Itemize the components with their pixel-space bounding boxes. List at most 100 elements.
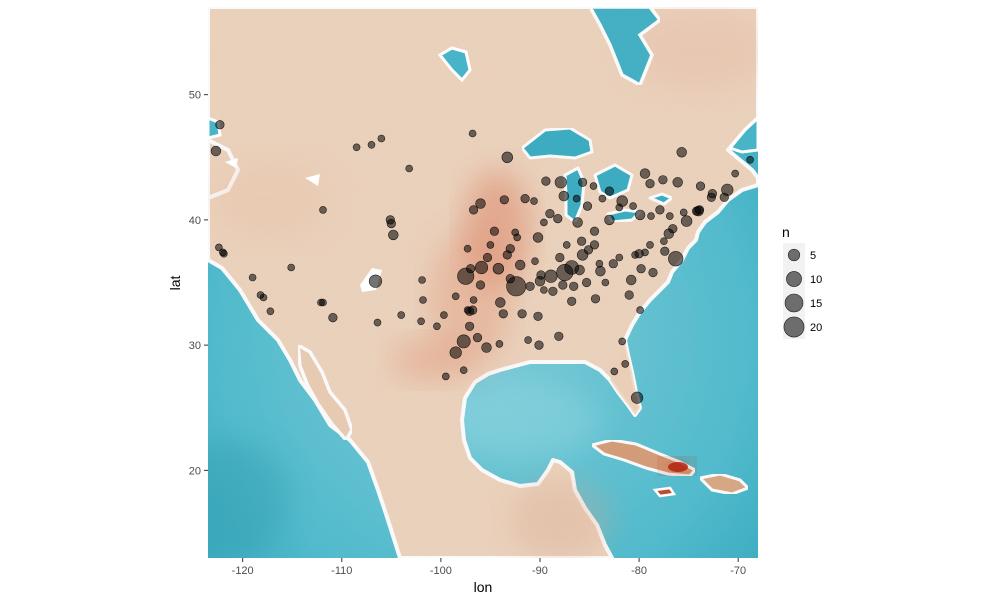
data-point <box>440 311 448 319</box>
data-point <box>676 147 687 158</box>
data-point <box>505 244 515 254</box>
data-point <box>645 179 655 189</box>
data-point <box>641 248 649 257</box>
data-point <box>287 263 296 272</box>
data-point <box>352 143 361 152</box>
watercolor-washes <box>210 10 758 558</box>
data-point <box>469 296 478 304</box>
data-point <box>456 334 471 349</box>
y-tick-label: 50 <box>189 90 201 102</box>
data-point <box>636 264 646 274</box>
data-point <box>647 212 655 220</box>
data-point <box>658 175 668 185</box>
x-tick-label: -70 <box>730 565 746 577</box>
legend-key-circle <box>784 293 804 313</box>
data-point <box>731 169 740 178</box>
x-axis-title: lon <box>474 579 493 595</box>
data-point <box>481 342 492 353</box>
data-point <box>536 270 546 280</box>
data-point <box>459 366 468 375</box>
data-point <box>624 290 634 300</box>
data-point <box>524 336 532 344</box>
data-point <box>501 151 513 164</box>
data-point <box>388 229 399 241</box>
data-point <box>492 263 505 275</box>
data-point <box>553 214 563 224</box>
data-point <box>660 237 668 245</box>
data-point <box>520 194 530 204</box>
data-point <box>665 212 674 220</box>
data-point <box>577 177 588 187</box>
x-tick-label: -120 <box>232 565 254 577</box>
data-point <box>419 296 427 304</box>
data-point <box>486 241 495 249</box>
data-point <box>266 307 275 316</box>
data-point <box>636 306 644 314</box>
y-tick-label: 30 <box>189 340 201 352</box>
data-point <box>397 311 406 319</box>
data-point <box>574 264 585 276</box>
data-point <box>589 182 598 190</box>
data-point <box>417 317 425 326</box>
data-point <box>639 168 651 179</box>
data-point <box>598 194 607 203</box>
data-point <box>562 241 571 249</box>
data-point <box>589 226 600 236</box>
legend-key-label: 15 <box>810 298 822 310</box>
data-point <box>514 259 526 271</box>
data-point <box>215 120 225 130</box>
data-point <box>625 274 637 286</box>
data-points <box>210 120 801 404</box>
data-point <box>680 215 693 227</box>
data-point <box>373 318 382 327</box>
data-point <box>475 198 486 209</box>
data-point <box>534 340 544 350</box>
data-point <box>466 264 476 274</box>
data-point <box>668 251 684 267</box>
data-point <box>319 298 327 307</box>
legend-key-label: 20 <box>810 322 822 334</box>
data-point <box>545 209 555 219</box>
data-point <box>581 277 592 288</box>
data-point <box>572 194 581 203</box>
data-point <box>668 224 678 234</box>
data-point <box>517 309 527 319</box>
data-point <box>541 176 551 186</box>
data-point <box>794 141 801 148</box>
data-point <box>377 134 386 143</box>
data-point <box>531 257 539 266</box>
data-point <box>604 214 615 226</box>
data-point <box>495 340 504 348</box>
data-point <box>554 331 564 341</box>
x-tick-label: -80 <box>631 565 647 577</box>
legend-key-label: 5 <box>810 250 816 262</box>
data-point <box>530 197 538 205</box>
data-point <box>319 206 327 214</box>
data-point <box>672 177 683 188</box>
data-point <box>648 267 658 278</box>
data-point <box>576 236 587 246</box>
data-point <box>505 274 515 284</box>
data-point <box>525 281 535 291</box>
data-point <box>608 259 618 269</box>
data-point <box>469 205 479 215</box>
data-point <box>259 293 268 302</box>
data-point <box>489 226 500 236</box>
data-point <box>511 228 520 237</box>
legend-key-circle <box>783 316 805 338</box>
data-point <box>215 243 223 252</box>
x-tick-label: -100 <box>430 565 452 577</box>
data-point <box>615 203 624 212</box>
data-point <box>695 181 706 191</box>
data-point <box>583 245 594 255</box>
data-point <box>532 232 544 243</box>
data-point <box>433 322 441 331</box>
data-point <box>248 273 257 282</box>
data-point <box>595 259 604 268</box>
data-point <box>482 252 493 263</box>
data-point <box>540 286 548 294</box>
legend-key-circle <box>786 271 802 287</box>
data-point <box>472 333 483 343</box>
y-axis-title: lat <box>167 276 183 291</box>
